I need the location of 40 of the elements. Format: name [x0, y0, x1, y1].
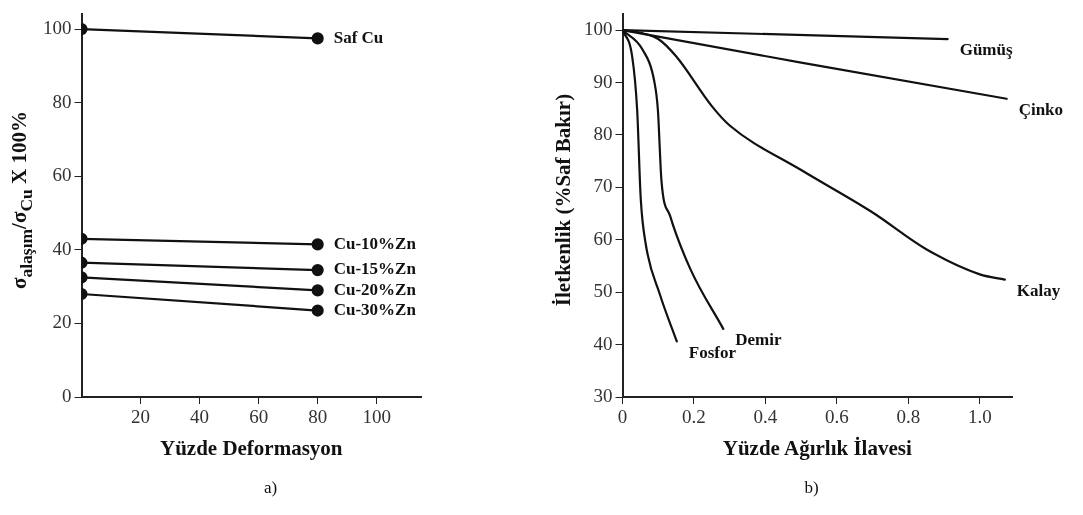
y-tick-label: 100	[43, 17, 72, 39]
x-tick-label: 0.2	[682, 406, 706, 428]
series-label: Kalay	[1016, 280, 1061, 300]
x-tick-label: 100	[362, 406, 391, 428]
y-tick-label: 80	[593, 122, 613, 144]
y-tick-label: 30	[593, 384, 613, 406]
x-tick-label: 0.6	[825, 406, 849, 428]
x-tick-label: 0.8	[896, 406, 921, 428]
series-label: Fosfor	[688, 342, 737, 362]
y-tick-label: 40	[593, 332, 613, 354]
x-tick-label: 0.4	[753, 406, 778, 428]
x-tick-label: 60	[249, 406, 269, 428]
series-label: Cu-30%Zn	[333, 299, 417, 319]
x-tick-label: 0	[617, 406, 628, 428]
y-tick-label: 70	[593, 175, 613, 197]
y-tick-label: 20	[52, 311, 72, 333]
series-label: Demir	[735, 330, 782, 350]
y-tick-label: 60	[593, 227, 613, 249]
y-tick-label: 60	[52, 164, 72, 186]
series-label: Cu-15%Zn	[333, 259, 417, 279]
x-tick-label: 80	[308, 406, 328, 428]
y-tick-label: 90	[593, 70, 613, 92]
y-axis-title: İletkenlik (%Saf Bakır)	[550, 93, 576, 307]
x-axis-title: Yüzde Ağırlık İlavesi	[722, 435, 912, 460]
x-tick-label: 1.0	[967, 406, 992, 428]
series-label: Saf Cu	[333, 27, 384, 47]
x-tick-label: 40	[190, 406, 210, 428]
series-label: Cu-10%Zn	[333, 233, 417, 253]
series-label: Cu-20%Zn	[333, 279, 417, 299]
x-axis-title: Yüzde Deformasyon	[159, 435, 343, 460]
series-label: Çinko	[1018, 100, 1064, 120]
y-tick-label: 80	[52, 90, 72, 112]
y-tick-label: 100	[584, 18, 613, 40]
y-tick-label: 50	[593, 280, 613, 302]
y-tick-label: 40	[52, 237, 72, 259]
text: a)	[262, 478, 279, 498]
series-label: Gümüş	[959, 40, 1013, 60]
y-tick-label: 0	[62, 384, 72, 406]
x-tick-label: 20	[131, 406, 151, 428]
text: b)	[803, 478, 820, 498]
